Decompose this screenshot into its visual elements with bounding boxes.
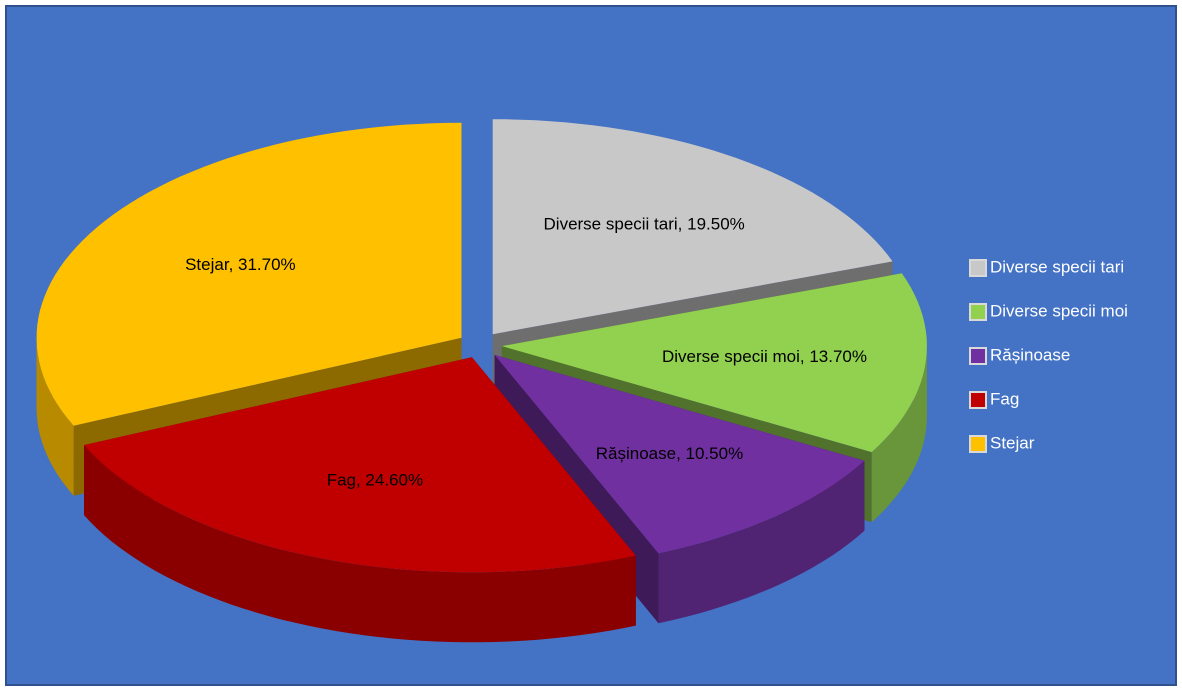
data-label: Rășinoase, 10.50% <box>596 444 743 463</box>
legend-swatch <box>969 347 987 365</box>
legend-label: Diverse specii tari <box>990 257 1124 276</box>
legend-swatch <box>969 303 987 321</box>
legend-swatch <box>969 259 987 277</box>
legend-label: Rășinoase <box>990 345 1070 364</box>
slice <box>84 357 636 573</box>
legend-label: Diverse specii moi <box>990 301 1128 320</box>
data-label: Diverse specii moi, 13.70% <box>662 347 867 366</box>
slice <box>494 354 865 554</box>
slice <box>492 119 893 335</box>
data-label: Diverse specii tari, 19.50% <box>544 215 745 234</box>
legend-label: Stejar <box>990 433 1035 452</box>
legend-swatch <box>969 391 987 409</box>
slice-side <box>36 337 74 496</box>
slice <box>501 273 927 453</box>
slice-tops <box>36 119 927 573</box>
slice-side <box>658 460 865 624</box>
legend-label: Fag <box>990 389 1019 408</box>
data-label: Stejar, 31.70% <box>185 255 296 274</box>
data-labels: Diverse specii tari, 19.50% Diverse speci… <box>185 215 867 490</box>
data-label: Fag, 24.60% <box>327 471 423 490</box>
slice <box>36 122 462 426</box>
slice-side <box>84 445 636 643</box>
slice-side <box>871 346 927 523</box>
legend-swatch <box>969 435 987 453</box>
